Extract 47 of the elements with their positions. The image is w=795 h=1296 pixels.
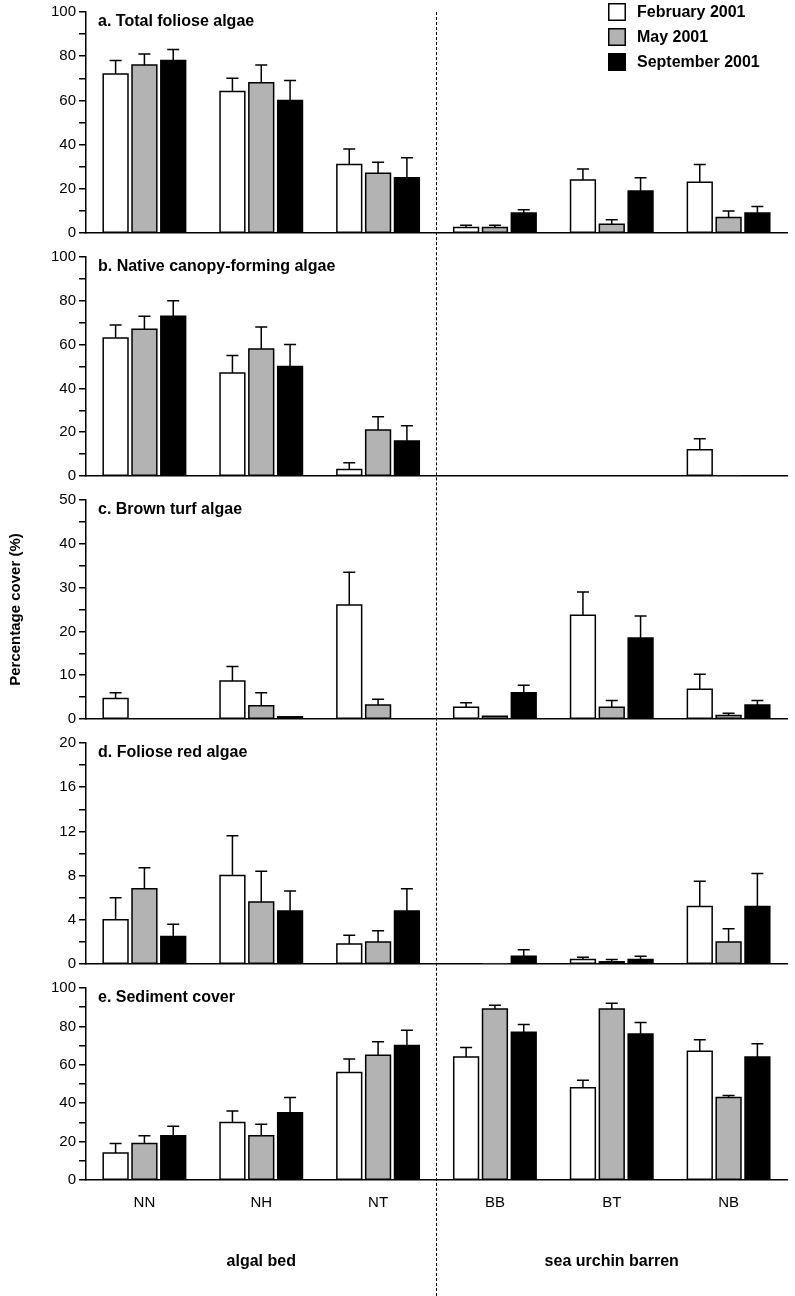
y-tick-label: 30 <box>59 577 76 595</box>
y-tick-label: 20 <box>59 1131 76 1149</box>
y-tick-label: 40 <box>59 1093 76 1111</box>
chart-title: b. Native canopy-forming algae <box>98 257 336 275</box>
y-tick-label: 0 <box>67 954 76 972</box>
chart-title: c. Brown turf algae <box>98 500 243 518</box>
y-tick-label: 50 <box>59 490 76 508</box>
chart-title: e. Sediment cover <box>98 988 235 1006</box>
y-tick-label: 0 <box>67 1170 76 1188</box>
y-tick-label: 80 <box>59 1016 76 1034</box>
legend-label: September 2001 <box>637 53 760 71</box>
text: algal bed <box>226 1252 296 1270</box>
y-tick-label: 60 <box>59 90 76 108</box>
y-tick-label: 0 <box>67 466 76 484</box>
x-tick-label: BB <box>484 1193 505 1211</box>
y-tick-label: 8 <box>67 865 76 883</box>
y-tick-label: 20 <box>59 422 76 440</box>
y-tick-label: 80 <box>59 290 76 308</box>
y-tick-label: 20 <box>59 178 76 196</box>
text: sea urchin barren <box>544 1252 679 1270</box>
y-axis-title: Percentage cover (%) <box>6 533 24 686</box>
x-tick-label: NB <box>718 1193 740 1211</box>
x-tick-label: NT <box>368 1193 389 1211</box>
x-tick-label: BT <box>602 1193 622 1211</box>
y-tick-label: 16 <box>59 777 76 795</box>
x-tick-label: NN <box>133 1193 156 1211</box>
y-tick-label: 100 <box>50 2 76 20</box>
y-tick-label: 100 <box>50 978 76 996</box>
y-tick-label: 0 <box>67 709 76 727</box>
y-tick-label: 60 <box>59 334 76 352</box>
y-tick-label: 4 <box>67 909 76 927</box>
legend-label: February 2001 <box>637 3 746 21</box>
legend-label: May 2001 <box>637 28 709 46</box>
y-tick-label: 12 <box>59 821 76 839</box>
y-tick-label: 40 <box>59 533 76 551</box>
y-tick-label: 20 <box>59 621 76 639</box>
y-tick-label: 0 <box>67 223 76 241</box>
y-tick-label: 80 <box>59 46 76 64</box>
chart-title: a. Total foliose algae <box>98 12 255 30</box>
y-tick-label: 40 <box>59 378 76 396</box>
x-tick-label: NH <box>250 1193 273 1211</box>
y-tick-label: 60 <box>59 1054 76 1072</box>
y-tick-label: 20 <box>59 733 76 751</box>
y-tick-label: 100 <box>50 247 76 265</box>
chart-title: d. Foliose red algae <box>98 743 248 761</box>
y-tick-label: 40 <box>59 134 76 152</box>
y-tick-label: 10 <box>59 665 76 683</box>
